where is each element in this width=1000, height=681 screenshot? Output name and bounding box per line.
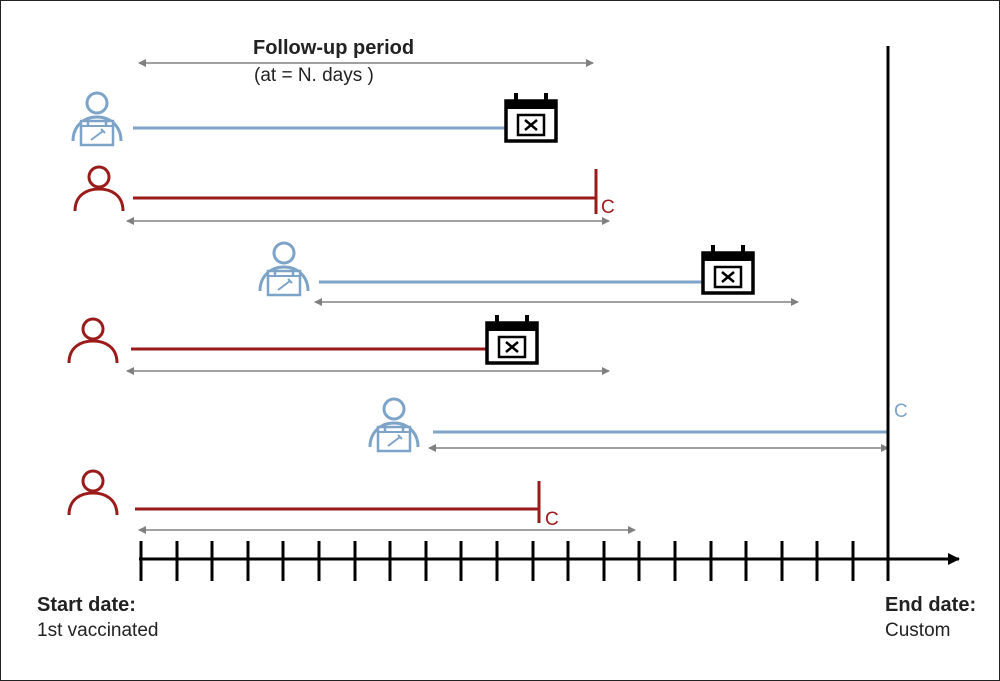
follow-up-period-title: Follow-up period: [253, 37, 415, 59]
vaccinated-person-icon: [368, 397, 420, 453]
start-date-title: Start date:: [37, 594, 136, 616]
vaccinated-person-icon: [258, 241, 310, 297]
person-icon: [73, 165, 125, 213]
start-date-subtitle: 1st vaccinated: [37, 620, 159, 641]
calendar-cross-icon: [485, 313, 539, 365]
censor-label: C: [894, 401, 908, 422]
calendar-cross-icon: [701, 243, 755, 295]
person-icon: [67, 317, 119, 365]
calendar-cross-icon: [504, 91, 558, 143]
end-date-subtitle: Custom: [885, 620, 951, 641]
person-icon: [67, 469, 119, 517]
end-date-title: End date:: [885, 594, 977, 616]
censor-label: C: [545, 509, 559, 530]
follow-up-period-subtitle: (at = N. days ): [254, 65, 374, 86]
time-axis-ticks: [139, 541, 855, 581]
vaccinated-person-icon: [71, 91, 123, 147]
censor-label: C: [601, 197, 615, 218]
